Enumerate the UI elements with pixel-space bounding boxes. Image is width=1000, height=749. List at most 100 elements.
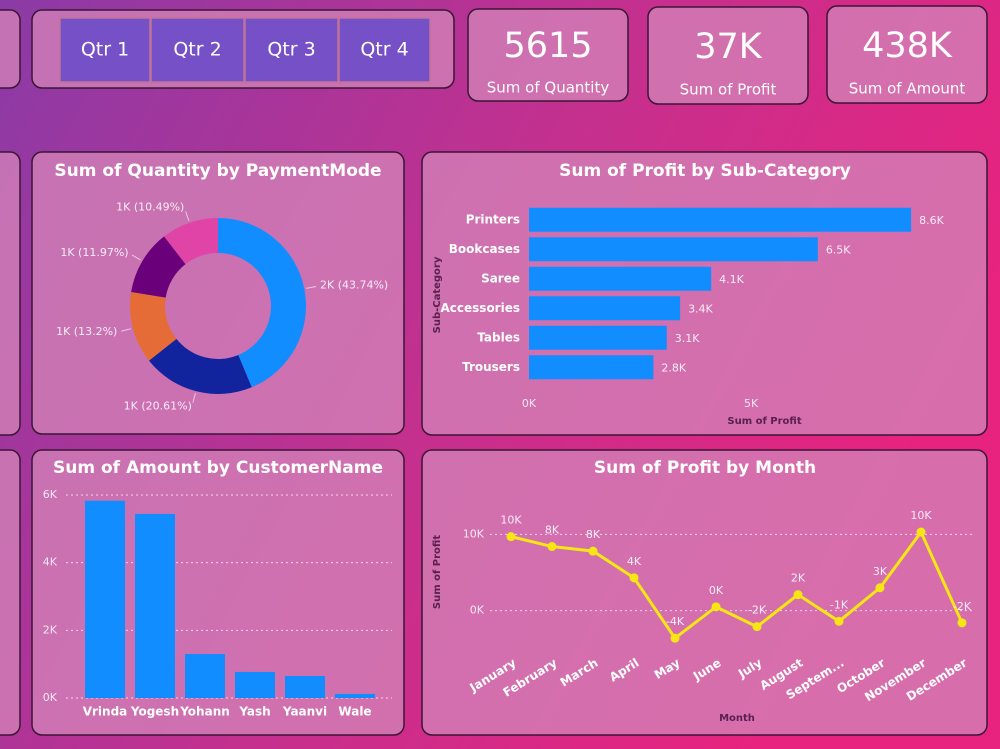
category-label: Yogesh (130, 705, 179, 719)
chart-title: Sum of Profit by Month (594, 458, 816, 478)
data-label: -1K (830, 598, 849, 611)
category-label: Tables (477, 330, 520, 344)
line-point (957, 618, 967, 628)
line-point (506, 532, 516, 542)
data-label: 10K (910, 509, 932, 522)
category-label: Wale (338, 705, 371, 719)
data-label: 0K (709, 584, 724, 597)
data-label: 6.5K (826, 243, 851, 256)
y-tick-label: 6K (43, 488, 58, 501)
kpi-card (647, 6, 809, 105)
bar (529, 296, 681, 321)
data-label: 2K (791, 572, 806, 585)
line-point (547, 542, 557, 552)
line-point (875, 583, 885, 593)
bar (529, 266, 712, 291)
leader-line (131, 254, 141, 261)
bar (335, 693, 375, 698)
kpi-value: 5615 (503, 26, 592, 66)
line-point (916, 527, 926, 537)
line-point (793, 590, 803, 600)
chart-panel (31, 151, 405, 435)
data-label: 2.8K (661, 361, 686, 374)
category-label: Printers (466, 212, 520, 226)
y-axis-title: Sum of Profit (432, 535, 443, 609)
kpi-card (467, 8, 629, 102)
clipped-panel (0, 9, 21, 89)
bar (235, 671, 275, 698)
line-point (629, 573, 639, 583)
donut-slice (130, 292, 177, 361)
data-label: 2K (43.74%) (320, 279, 388, 292)
category-label: Saree (481, 271, 520, 285)
chart-title: Sum of Amount by CustomerName (53, 458, 383, 478)
clipped-panel (0, 151, 21, 436)
category-label: Yaanvi (282, 705, 327, 719)
data-label: -2K (953, 600, 972, 613)
slicer-label: Qtr 4 (360, 39, 408, 61)
bar (529, 237, 818, 262)
leader-line (185, 211, 190, 222)
category-label: Yohann (179, 705, 230, 719)
leader-line (192, 392, 196, 403)
donut-slice (164, 218, 218, 265)
x-axis-title: Sum of Profit (727, 416, 801, 427)
slicer-button[interactable] (59, 17, 151, 83)
data-label: -2K (748, 604, 767, 617)
line-point (711, 602, 721, 612)
slicer-label: Qtr 1 (81, 39, 129, 61)
kpi-label: Sum of Quantity (487, 79, 610, 97)
slicer-button[interactable] (338, 17, 431, 83)
data-label: 4.1K (719, 273, 744, 286)
bar (529, 207, 912, 232)
data-label: 10K (500, 514, 522, 527)
bar (185, 654, 225, 698)
donut-slice (148, 338, 252, 394)
bar (529, 355, 654, 380)
donut-slice (131, 236, 186, 298)
y-axis-title: Sub-Category (432, 256, 443, 333)
bar (285, 676, 325, 698)
y-tick-label: 4K (43, 556, 58, 569)
slicer-button[interactable] (244, 17, 339, 83)
x-tick-label: 5K (744, 397, 759, 410)
line-point (834, 616, 844, 626)
line-point (588, 546, 598, 556)
data-label: 4K (627, 555, 642, 568)
line-point (752, 622, 762, 632)
data-label: 8.6K (919, 214, 944, 227)
kpi-label: Sum of Profit (680, 81, 777, 99)
data-label: 3.4K (688, 302, 713, 315)
chart-title: Sum of Quantity by PaymentMode (54, 161, 381, 181)
data-label: -4K (666, 615, 685, 628)
data-label: 8K (586, 528, 601, 541)
y-tick-label: 0K (43, 691, 58, 704)
category-label: Accessories (441, 301, 521, 315)
data-label: 1K (20.61%) (124, 400, 192, 413)
data-label: 8K (545, 524, 560, 537)
kpi-label: Sum of Amount (849, 80, 966, 98)
line-series (510, 529, 964, 641)
category-label: Trousers (462, 360, 520, 374)
y-tick-label: 10K (463, 527, 485, 540)
bar (529, 325, 667, 350)
category-label: Yash (238, 705, 270, 719)
kpi-value: 37K (694, 27, 763, 67)
y-tick-label: 2K (43, 623, 58, 636)
bar (135, 513, 175, 698)
data-label: 1K (13.2%) (56, 325, 117, 338)
x-axis-title: Month (719, 713, 755, 724)
leader-line (306, 285, 317, 289)
kpi-card (826, 5, 988, 104)
data-label: 1K (10.49%) (116, 201, 184, 214)
chart-panel (421, 151, 988, 436)
slicer-label: Qtr 3 (267, 39, 315, 61)
donut-slice (218, 218, 306, 388)
bar (85, 500, 125, 698)
data-label: 1K (11.97%) (60, 246, 128, 259)
category-label: Bookcases (449, 242, 520, 256)
category-label: Vrinda (83, 705, 128, 719)
clipped-panel (0, 449, 21, 736)
slicer-button[interactable] (150, 17, 245, 83)
